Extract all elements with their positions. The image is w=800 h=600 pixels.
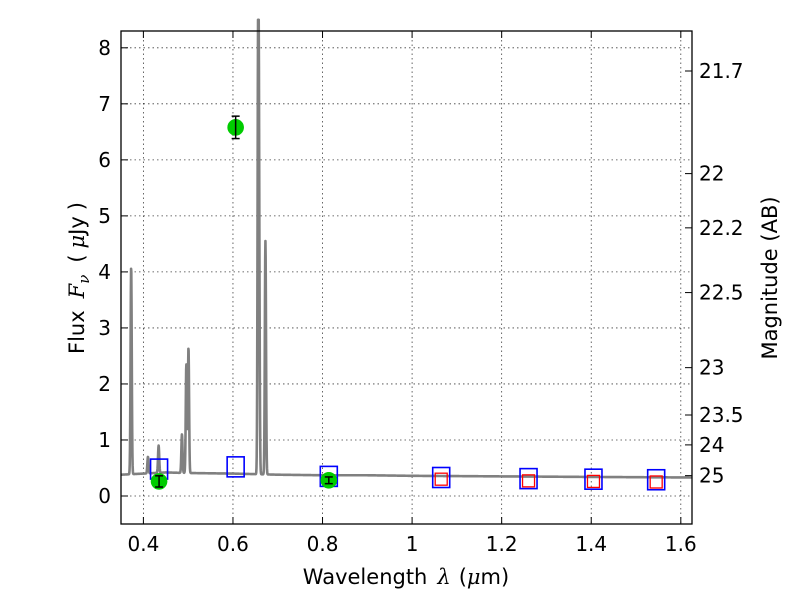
mag-tick-label: 24 — [699, 433, 724, 457]
model-photometry-box — [646, 468, 666, 491]
x-tick-label: 1.6 — [665, 532, 697, 556]
y-tick-label: 5 — [98, 204, 111, 228]
upper-limit-box — [649, 475, 663, 489]
x-tick-label: 1 — [406, 532, 419, 556]
tick-labels: 0.4 0.6 0.8 1 1.2 1.4 1.601234567821.72222.222… — [98, 36, 743, 556]
model-photometry-box — [519, 467, 538, 490]
plot-frame — [120, 30, 693, 525]
data-markers — [149, 115, 666, 491]
axis-ticks — [121, 31, 692, 524]
mag-tick-label: 22.5 — [699, 281, 744, 305]
model-photometry-box — [431, 466, 451, 489]
y-tick-label: 0 — [98, 484, 111, 508]
model-spectrum — [119, 18, 694, 479]
x-tick-label: 1.4 — [575, 532, 607, 556]
mag-tick-label: 21.7 — [699, 59, 744, 83]
y-tick-label: 7 — [98, 92, 111, 116]
mag-tick-label: 25 — [699, 464, 724, 488]
mag-tick-label: 22 — [699, 162, 724, 186]
y-tick-label: 8 — [98, 36, 111, 60]
x-tick-label: 0.6 — [217, 532, 249, 556]
x-axis-label: Wavelength λ (μm) — [303, 565, 509, 589]
y-tick-label: 1 — [98, 428, 111, 452]
model-photometry-box — [226, 456, 245, 478]
y-axis-right-label: Magnitude (AB) — [758, 196, 782, 359]
spectrum-line — [119, 18, 694, 479]
y-tick-label: 3 — [98, 316, 111, 340]
x-tick-label: 0.8 — [307, 532, 339, 556]
mag-tick-label: 23.5 — [699, 403, 744, 427]
grid-lines — [121, 31, 692, 524]
upper-limit-box — [586, 474, 601, 489]
y-tick-label: 6 — [98, 148, 111, 172]
x-tick-label: 1.2 — [486, 532, 518, 556]
mag-tick-label: 22.2 — [699, 216, 744, 240]
y-tick-label: 4 — [98, 260, 111, 284]
upper-limit-box — [434, 472, 448, 486]
y-axis-label: FluxFν(μJy) — [65, 202, 93, 354]
upper-limit-box — [521, 474, 536, 488]
model-photometry-box — [584, 468, 603, 490]
y-tick-label: 2 — [98, 372, 111, 396]
mag-tick-label: 23 — [699, 356, 724, 380]
x-tick-label: 0.4 — [127, 532, 159, 556]
